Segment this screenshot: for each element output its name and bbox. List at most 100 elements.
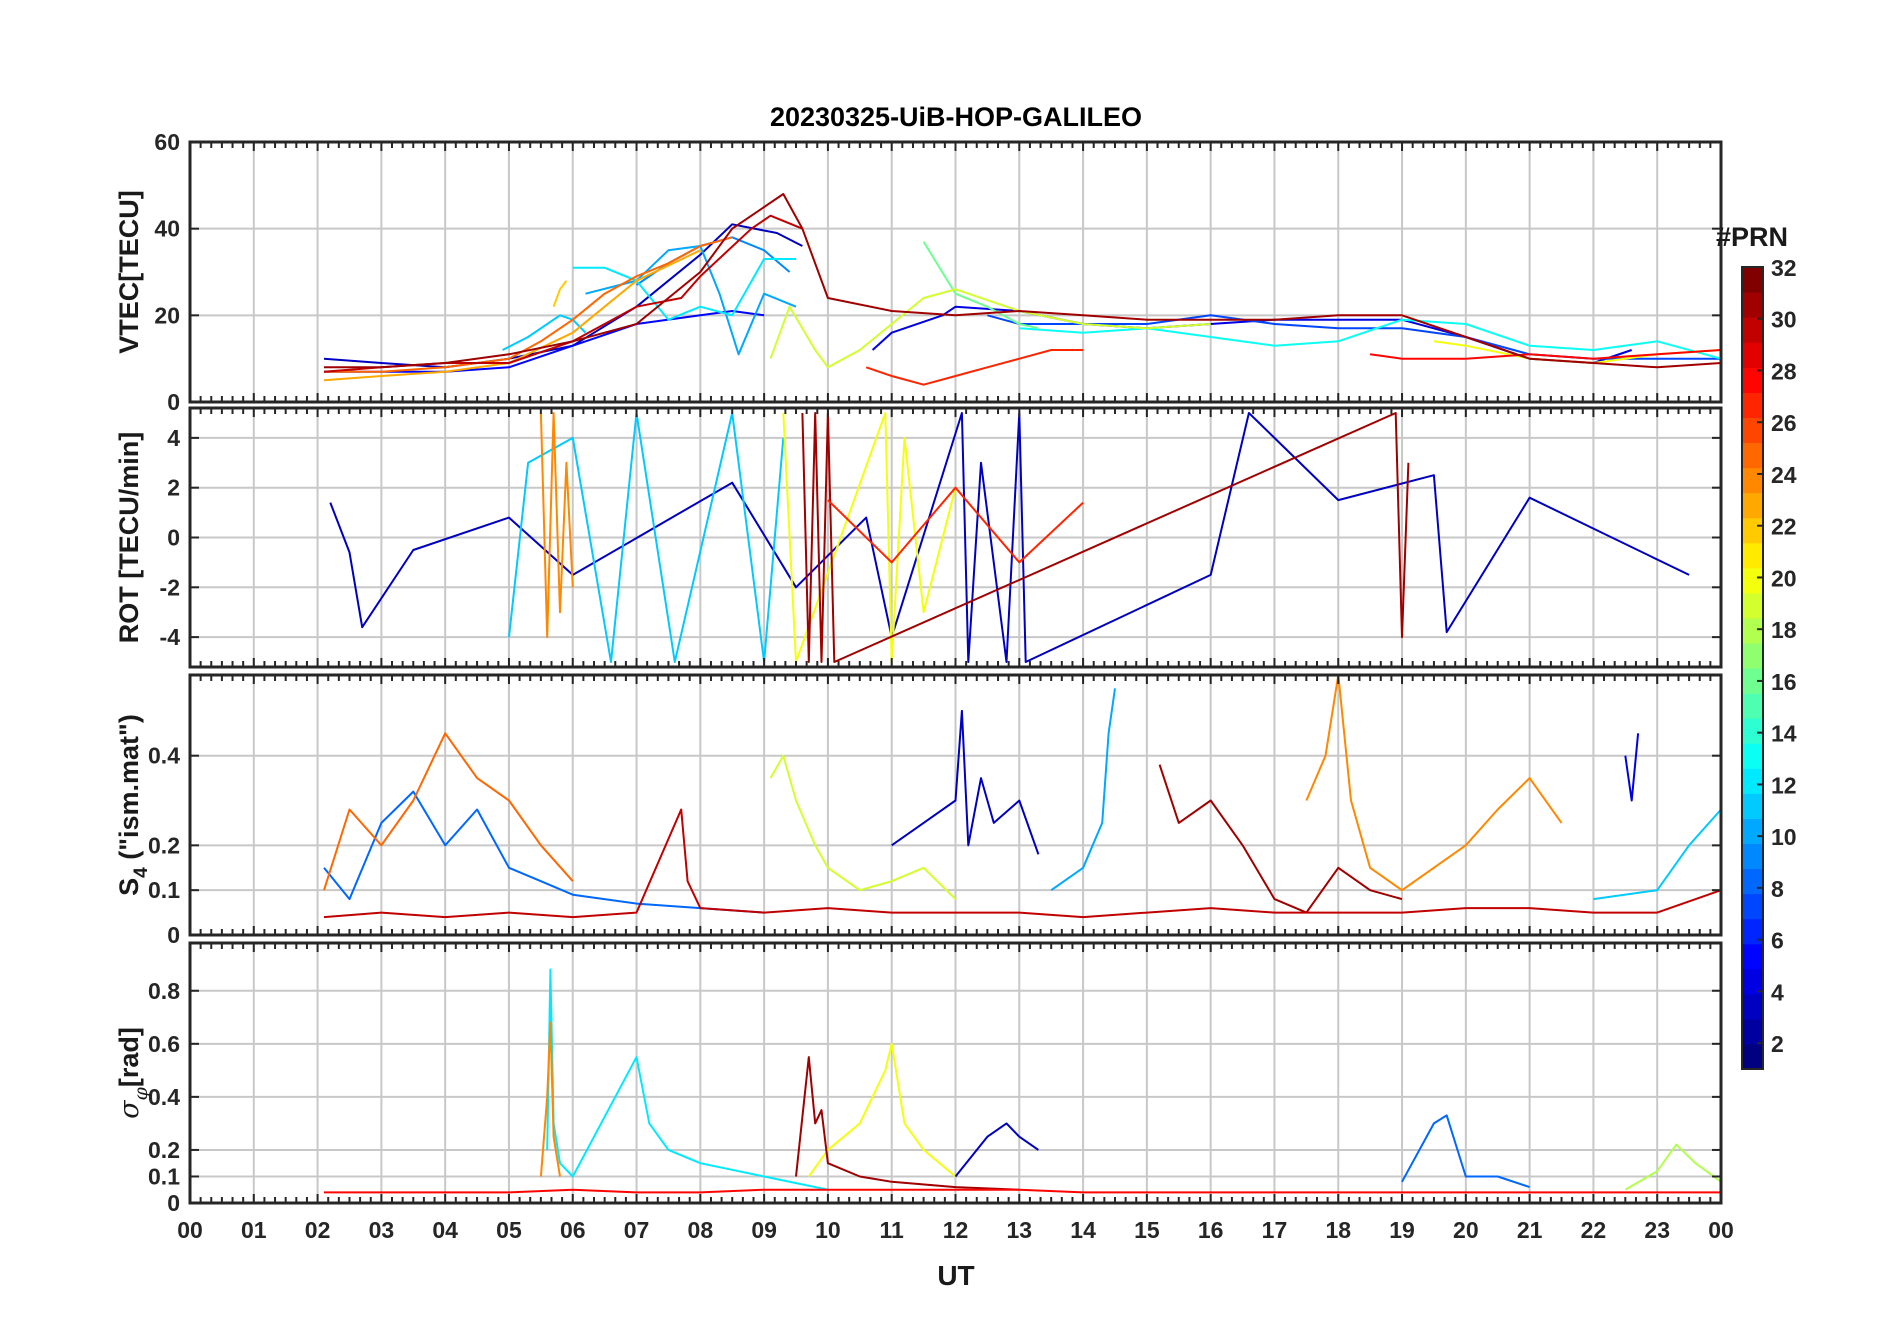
x-tick-label: 07 (624, 1217, 650, 1243)
colorbar-tick-label: 10 (1771, 824, 1797, 850)
colorbar-segment (1742, 342, 1763, 368)
series-prn-31-vtec (324, 193, 1721, 369)
colorbar-tick-label: 18 (1771, 617, 1797, 643)
colorbar-tick-label: 20 (1771, 565, 1797, 591)
x-tick-label: 22 (1581, 1217, 1607, 1243)
colorbar-segment (1742, 417, 1763, 444)
y-tick-label: 0 (167, 922, 180, 948)
grid-s4 (190, 675, 1721, 935)
colorbar-label: #PRN (1716, 222, 1788, 252)
series-prn-20-sigma (807, 1042, 957, 1178)
panel-s4: 00.10.20.4S4 ("ism.mat") (114, 673, 1723, 948)
series-prn-24-rot (539, 412, 574, 639)
x-tick-label: 11 (880, 1217, 905, 1243)
x-tick-label: 01 (241, 1217, 267, 1243)
colorbar-tick-label: 4 (1771, 979, 1784, 1005)
colorbar-segment (1742, 642, 1763, 669)
y-axis-label-main: σ (114, 1099, 145, 1119)
y-tick-label: 0.4 (148, 1084, 180, 1110)
chart-title: 20230325-UiB-HOP-GALILEO (770, 102, 1142, 132)
panel-vtec: 0 20 40 60 VTEC[TECU] (114, 129, 1723, 415)
colorbar-segment (1742, 918, 1763, 945)
x-tick-label: 14 (1070, 1217, 1096, 1243)
x-tick-label: 00 (177, 1217, 203, 1243)
y-tick-label: 0.4 (148, 743, 180, 769)
y-tick-label: 0.1 (148, 1163, 180, 1189)
x-tick-label: 12 (943, 1217, 969, 1243)
x-tick-label: 13 (1006, 1217, 1032, 1243)
axes-frame-vtec (188, 140, 1723, 404)
colorbar-tick-label: 8 (1771, 876, 1784, 902)
colorbar-segment (1742, 492, 1763, 519)
colorbar-frame (1741, 266, 1764, 1070)
series-group-vtec (323, 193, 1721, 386)
series-prn-10-vtec (585, 245, 797, 356)
series-prn-4-s4 (1624, 733, 1640, 802)
colorbar-tick-label: 16 (1771, 669, 1797, 695)
colorbar-segment (1742, 968, 1763, 995)
x-tick-label: 04 (432, 1217, 458, 1243)
colorbar-tick-label: 14 (1771, 721, 1797, 747)
panel-sigma: 00.10.2 0.4 0.6 0.8 σφ[rad] 00 01 02 03 04 05 06 07 0… (114, 941, 1734, 1243)
x-tick-label: 02 (305, 1217, 331, 1243)
series-prn-25-s4 (323, 732, 574, 891)
series-prn-3-rot (329, 412, 1690, 663)
colorbar-tick-label: 32 (1771, 255, 1797, 281)
y-axis-label-sub: φ (130, 1086, 152, 1100)
series-prn-27-vtec (865, 349, 1084, 386)
series-prn-11-s4 (1593, 808, 1721, 901)
panel-rot: -4 -2 0 2 4 ROT [TECU/min] (114, 406, 1723, 669)
y-axis-label-main: S (114, 878, 144, 896)
colorbar-segment (1742, 467, 1763, 494)
colorbar-segment (1742, 818, 1763, 845)
axes-frame-s4 (188, 673, 1723, 937)
x-tick-label: 09 (751, 1217, 777, 1243)
x-tick-label: 06 (560, 1217, 586, 1243)
y-axis-label-sub: 4 (131, 867, 152, 878)
x-axis-label: UT (937, 1260, 974, 1291)
colorbar-segment (1742, 267, 1763, 293)
colorbar-segment (1742, 993, 1763, 1020)
x-tick-label: 03 (369, 1217, 395, 1243)
colorbar-tick-label: 26 (1771, 410, 1797, 436)
colorbar-segment (1742, 1043, 1763, 1070)
series-prn-13-vtec (1019, 318, 1721, 360)
colorbar-segment (1742, 793, 1763, 819)
series-prn-28-vtec (1369, 349, 1721, 360)
y-tick-label: 2 (167, 475, 180, 501)
colorbar-segment (1742, 517, 1763, 544)
x-tick-label: 05 (496, 1217, 522, 1243)
colorbar-segment (1742, 1018, 1763, 1045)
x-tick-label: 10 (815, 1217, 841, 1243)
y-axis-label-vtec: VTEC[TECU] (114, 190, 144, 354)
y-tick-label: 20 (154, 302, 180, 328)
colorbar-tick-label: 28 (1771, 358, 1797, 384)
series-group-sigma (324, 968, 1721, 1194)
x-tick-label: 15 (1134, 1217, 1160, 1243)
y-tick-label: 0.8 (148, 978, 180, 1004)
colorbar-segment (1742, 718, 1763, 744)
series-prn-16-vtec (922, 241, 1039, 330)
series-prn-11-vtec (502, 314, 587, 351)
y-axis-label-rot: ROT [TECU/min] (114, 432, 144, 643)
y-tick-label: 0.2 (148, 1137, 180, 1163)
axes-frame-sigma (188, 941, 1723, 1205)
series-prn-12-vtec (572, 258, 796, 321)
colorbar-tick-label: 24 (1771, 462, 1797, 488)
y-tick-label: 0 (167, 525, 180, 551)
y-tick-label: 60 (154, 129, 180, 155)
series-prn-30-s4 (323, 808, 1721, 919)
series-prn-27-rot (827, 486, 1084, 564)
colorbar-segment (1742, 693, 1763, 719)
series-prn-10-s4 (1050, 688, 1116, 892)
colorbar-segment (1742, 617, 1763, 644)
colorbar-segment (1742, 868, 1763, 895)
y-axis-label-sigma: σφ[rad] (114, 1027, 152, 1119)
y-tick-label: -2 (160, 574, 180, 600)
x-tick-label: 19 (1389, 1217, 1415, 1243)
x-tick-label: 18 (1325, 1217, 1351, 1243)
colorbar-segment (1742, 843, 1763, 870)
series-prn-25-vtec (324, 236, 733, 373)
